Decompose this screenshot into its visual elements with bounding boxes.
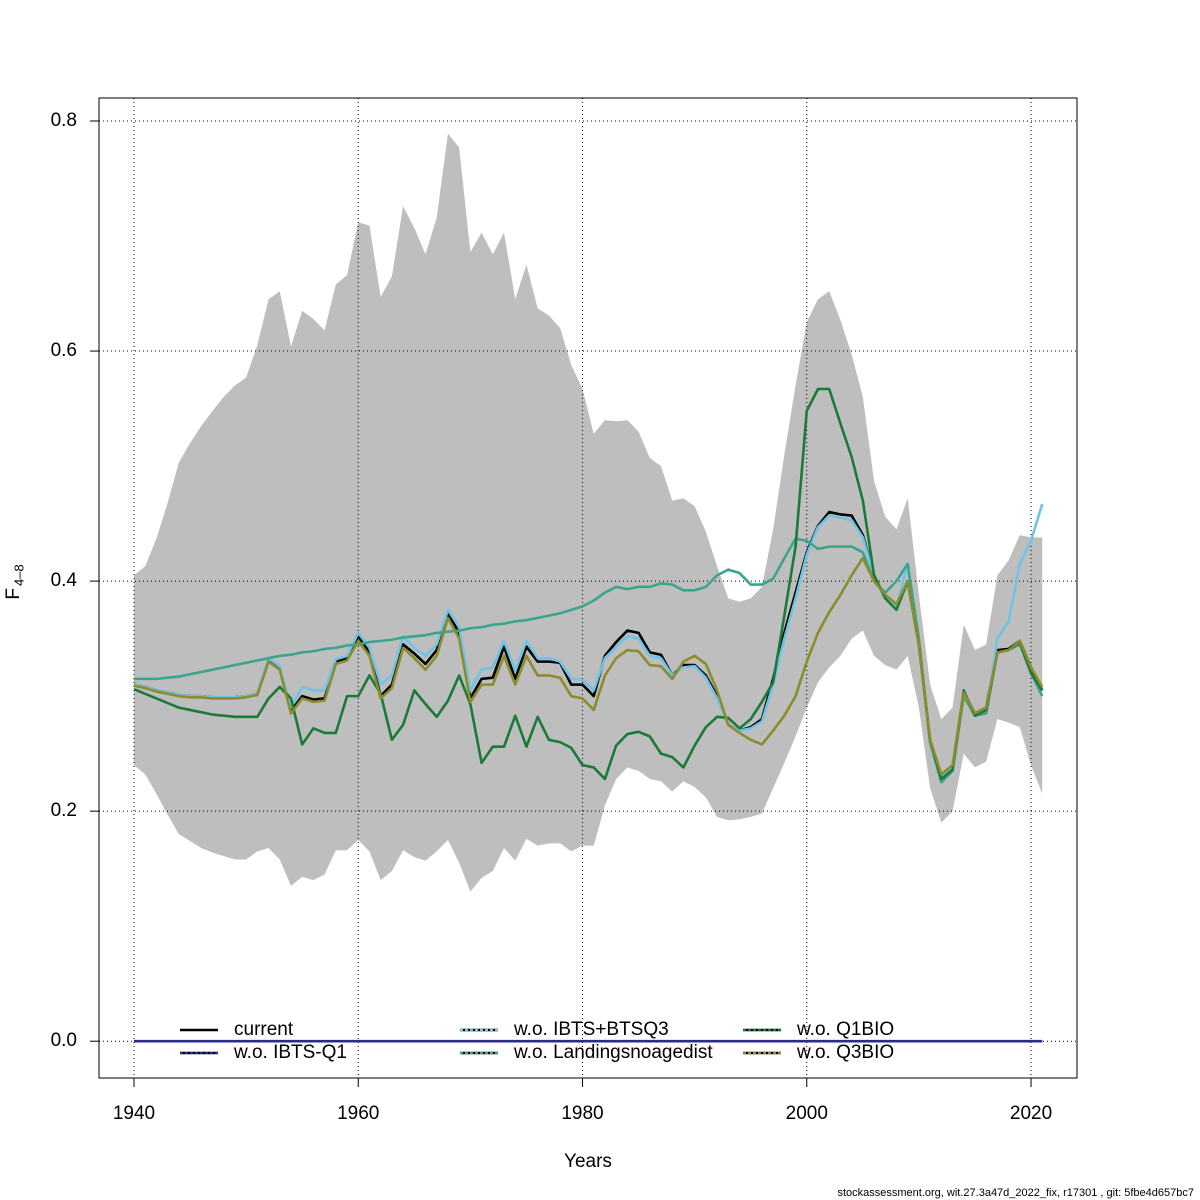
legend-label: w.o. IBTS-Q1: [233, 1042, 347, 1063]
y-axis-label-subscript: 4–8: [11, 564, 26, 586]
series-line: [133, 537, 1044, 784]
legend-label: w.o. Q1BIO: [796, 1019, 894, 1040]
legend-label: w.o. IBTS+BTSQ3: [513, 1019, 669, 1040]
y-tick-label: 0.6: [51, 340, 77, 361]
legend-label: w.o. Landingsnoagedist: [513, 1042, 713, 1063]
y-tick-label: 0.8: [51, 110, 77, 131]
y-axis-label: F: [3, 588, 24, 600]
y-axis-label-group: F 4–8: [3, 564, 26, 599]
legend-label: w.o. Q3BIO: [796, 1042, 894, 1063]
x-tick-label: 1960: [337, 1103, 379, 1124]
x-tick-label: 2020: [1010, 1103, 1052, 1124]
legend-label: current: [234, 1019, 294, 1040]
x-tick-label: 1940: [113, 1103, 155, 1124]
x-tick-label: 1980: [561, 1103, 603, 1124]
confidence-band: [133, 133, 1043, 892]
y-tick-label: 0.2: [51, 800, 77, 821]
y-tick-label: 0.0: [51, 1030, 77, 1051]
series-line: [133, 556, 1044, 776]
x-tick-label: 2000: [786, 1103, 828, 1124]
footer: stockassessment.org, wit.27.3a47d_2022_f…: [837, 1187, 1194, 1199]
x-axis-label: Years: [564, 1151, 612, 1172]
plot-frame: [98, 97, 1078, 1079]
y-tick-label: 0.4: [51, 570, 78, 591]
